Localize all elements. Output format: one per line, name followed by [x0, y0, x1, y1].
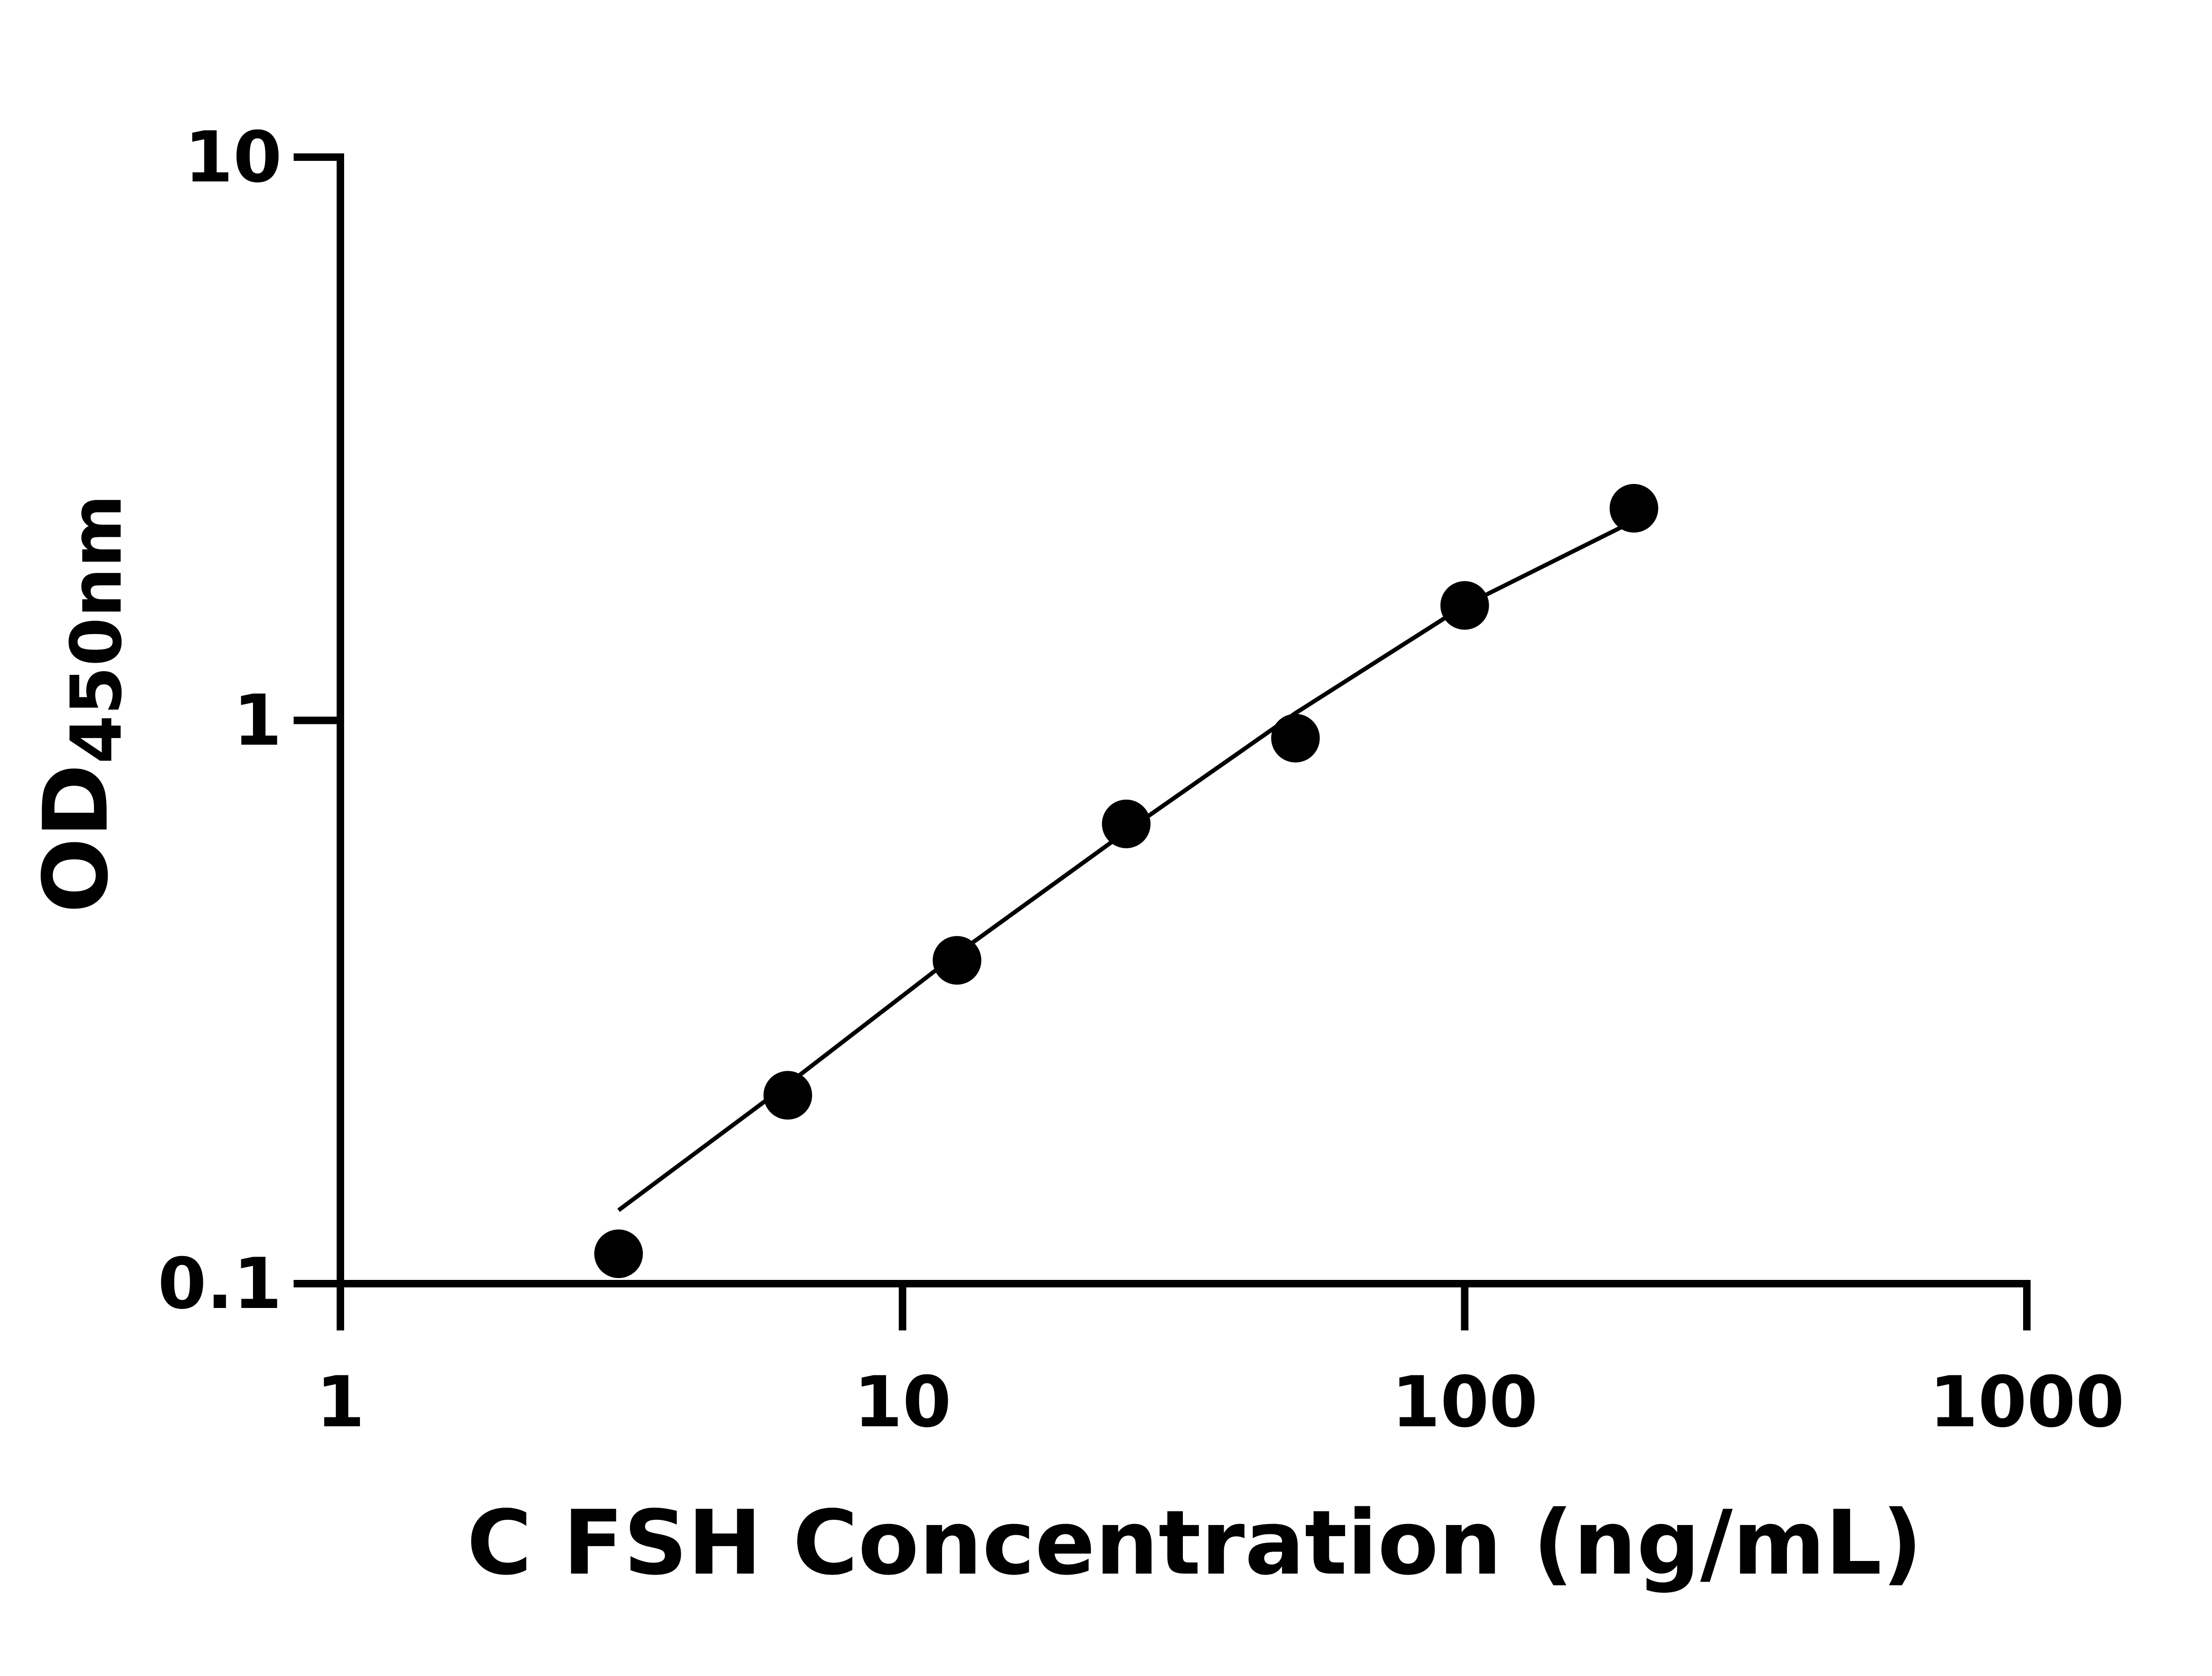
data-point — [1440, 581, 1489, 630]
data-point — [594, 1229, 643, 1279]
y-tick-label: 0.1 — [158, 1243, 282, 1325]
data-points — [594, 484, 1658, 1279]
y-tick-label: 10 — [184, 117, 282, 198]
data-point — [1609, 484, 1658, 533]
x-axis-title: C FSH Concentration (ng/mL) — [467, 1491, 1922, 1595]
y-axis-title: OD450nm — [24, 494, 137, 913]
x-tick-label: 1 — [316, 1362, 365, 1443]
data-point — [1271, 714, 1320, 763]
data-point — [763, 1071, 812, 1120]
data-point — [932, 936, 981, 985]
x-tick-label: 10 — [854, 1362, 951, 1443]
y-axis-title-main: OD — [24, 764, 128, 913]
y-axis-title-subscript: 450nm — [56, 494, 137, 764]
x-tick-label: 100 — [1391, 1362, 1538, 1443]
x-tick-label: 1000 — [1929, 1362, 2124, 1443]
axes — [294, 153, 2031, 1330]
data-point — [1102, 799, 1151, 848]
tick-labels: 0.1 1 10 1 10 100 1000 — [158, 117, 2124, 1443]
y-tick-label: 1 — [233, 680, 282, 762]
